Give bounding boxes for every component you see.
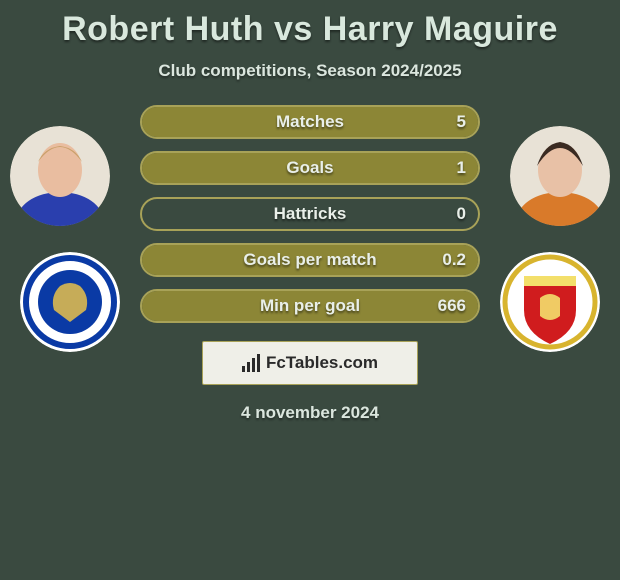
stat-pill — [140, 151, 480, 185]
stat-row: Hattricks0 — [140, 197, 480, 231]
right-player-avatar — [510, 126, 610, 226]
left-club-badge — [20, 252, 120, 352]
page-title: Robert Huth vs Harry Maguire — [0, 0, 620, 49]
chart-icon — [242, 354, 260, 372]
right-club-badge — [500, 252, 600, 352]
stat-row: Goals per match0.2 — [140, 243, 480, 277]
stat-pill-fill — [142, 153, 478, 183]
stat-pill — [140, 197, 480, 231]
stat-row: Min per goal666 — [140, 289, 480, 323]
stat-pill — [140, 243, 480, 277]
stat-pill — [140, 105, 480, 139]
stat-right-value: 1 — [457, 158, 466, 178]
stat-row: Goals1 — [140, 151, 480, 185]
page-subtitle: Club competitions, Season 2024/2025 — [0, 61, 620, 81]
snapshot-date: 4 november 2024 — [0, 403, 620, 423]
source-brand-box: FcTables.com — [202, 341, 418, 385]
stat-right-value: 0.2 — [442, 250, 466, 270]
left-player-avatar — [10, 126, 110, 226]
stat-right-value: 666 — [438, 296, 466, 316]
stat-pill-fill — [142, 291, 478, 321]
stat-pill-fill — [142, 245, 478, 275]
stat-right-value: 0 — [457, 204, 466, 224]
stat-pill — [140, 289, 480, 323]
stat-row: Matches5 — [140, 105, 480, 139]
stat-pill-fill — [142, 107, 478, 137]
stat-right-value: 5 — [457, 112, 466, 132]
source-brand-text: FcTables.com — [266, 353, 378, 373]
